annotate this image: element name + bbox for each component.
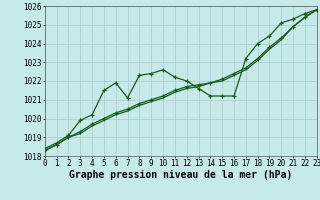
X-axis label: Graphe pression niveau de la mer (hPa): Graphe pression niveau de la mer (hPa): [69, 170, 292, 180]
